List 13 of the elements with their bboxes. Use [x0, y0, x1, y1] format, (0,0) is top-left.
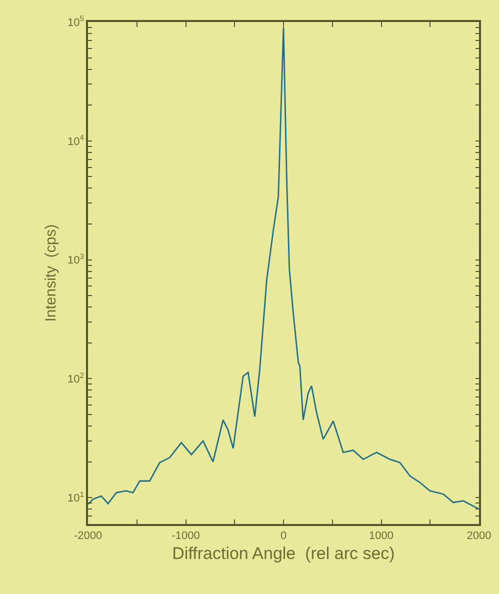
y-tick-label: 10$^{4}$: [68, 133, 85, 148]
y-tick-label: 10$^{3}$: [68, 252, 84, 267]
y-tick-label: 10$^{1}$: [68, 490, 84, 504]
y-tick-label: 10$^{2}$: [68, 370, 84, 386]
x-tick-label: 2000: [466, 530, 492, 542]
line-series: [88, 26, 479, 510]
x-tick-label: 1000: [369, 530, 394, 542]
x-axis-title: Diffraction Angle (rel arc sec): [172, 544, 395, 563]
x-tick-label: 0: [280, 530, 287, 542]
y-axis-title: Intensity (cps): [42, 224, 60, 322]
x-tick-label: -2000: [74, 530, 102, 542]
y-tick-label: 10$^{5}$: [68, 14, 84, 29]
x-tick-label: -1000: [172, 530, 200, 542]
